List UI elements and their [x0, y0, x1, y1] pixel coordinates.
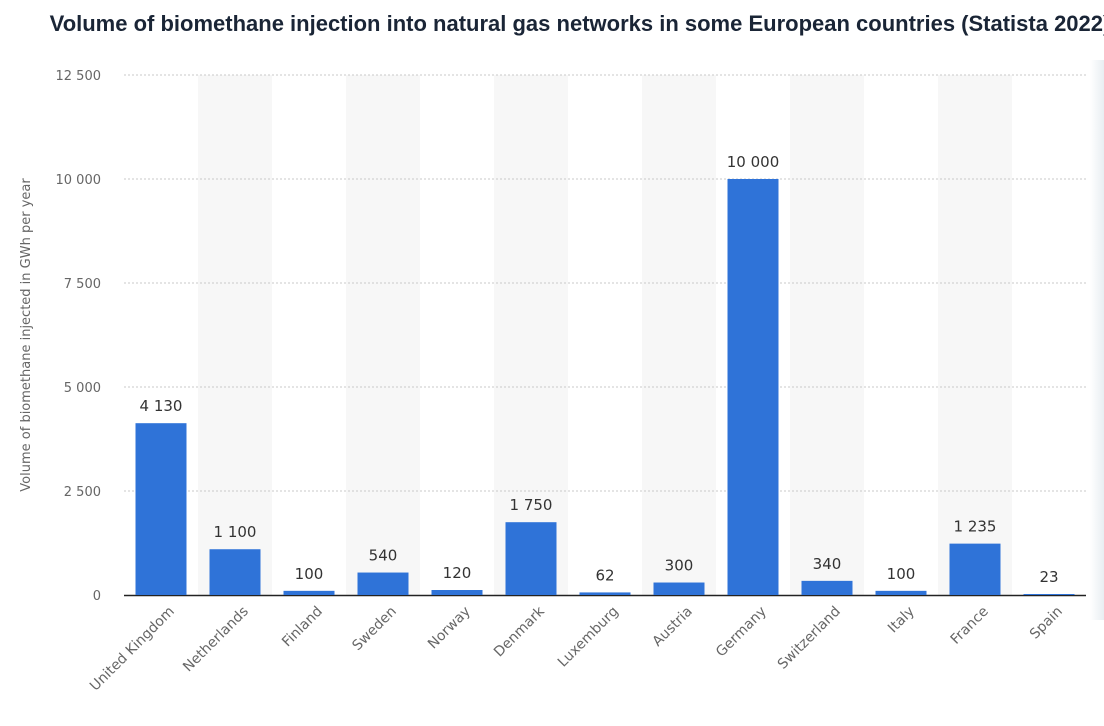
y-tick-label: 7 500: [64, 277, 101, 292]
x-tick-label: Netherlands: [180, 604, 252, 676]
alt-band: [642, 75, 716, 595]
data-label: 540: [369, 547, 398, 565]
y-tick-label: 12 500: [56, 69, 102, 84]
data-label: 23: [1039, 568, 1058, 586]
bar[interactable]: [727, 179, 779, 595]
bar[interactable]: [949, 543, 1001, 595]
y-tick-label: 10 000: [56, 173, 102, 188]
y-tick-label: 0: [93, 589, 101, 604]
bar[interactable]: [357, 572, 409, 595]
bar[interactable]: [505, 522, 557, 595]
bar[interactable]: [1023, 594, 1075, 595]
x-tick-label: Finland: [279, 604, 326, 651]
x-tick-label: Sweden: [349, 604, 399, 654]
data-label: 4 130: [140, 397, 183, 415]
x-tick-label: United Kingdom: [87, 604, 178, 695]
data-label: 100: [887, 565, 916, 583]
alt-band: [938, 75, 1012, 595]
x-tick-label: France: [948, 604, 992, 648]
x-tick-label: Spain: [1027, 604, 1066, 643]
bar[interactable]: [653, 582, 705, 595]
data-label: 10 000: [727, 153, 780, 171]
right-edge-band: [1090, 60, 1104, 620]
data-label: 100: [295, 565, 324, 583]
x-tick-label: Norway: [425, 604, 474, 653]
x-tick-label: Denmark: [491, 603, 548, 660]
y-tick-label: 5 000: [64, 381, 101, 396]
bar[interactable]: [431, 590, 483, 595]
data-label: 1 235: [954, 518, 997, 536]
data-label: 340: [813, 555, 842, 573]
bar[interactable]: [801, 580, 853, 595]
data-label: 1 750: [510, 496, 553, 514]
data-label: 120: [443, 564, 472, 582]
x-tick-label: Germany: [713, 604, 770, 661]
alt-band: [494, 75, 568, 595]
bar[interactable]: [875, 590, 927, 595]
alt-band: [198, 75, 272, 595]
bar[interactable]: [579, 592, 631, 595]
data-label: 300: [665, 557, 694, 575]
x-tick-label: Switzerland: [775, 604, 844, 673]
chart-title: Volume of biomethane injection into natu…: [49, 11, 1104, 36]
bar[interactable]: [209, 549, 261, 595]
alt-band: [346, 75, 420, 595]
alt-band: [790, 75, 864, 595]
data-label: 62: [595, 566, 614, 584]
x-tick-label: Luxemburg: [555, 604, 622, 671]
data-label: 1 100: [214, 523, 257, 541]
y-axis-label: Volume of biomethane injected in GWh per…: [19, 178, 34, 492]
y-tick-label: 2 500: [64, 485, 101, 500]
bar[interactable]: [135, 423, 187, 595]
x-tick-label: Austria: [650, 604, 696, 650]
bar[interactable]: [283, 590, 335, 595]
x-tick-label: Italy: [885, 604, 918, 637]
